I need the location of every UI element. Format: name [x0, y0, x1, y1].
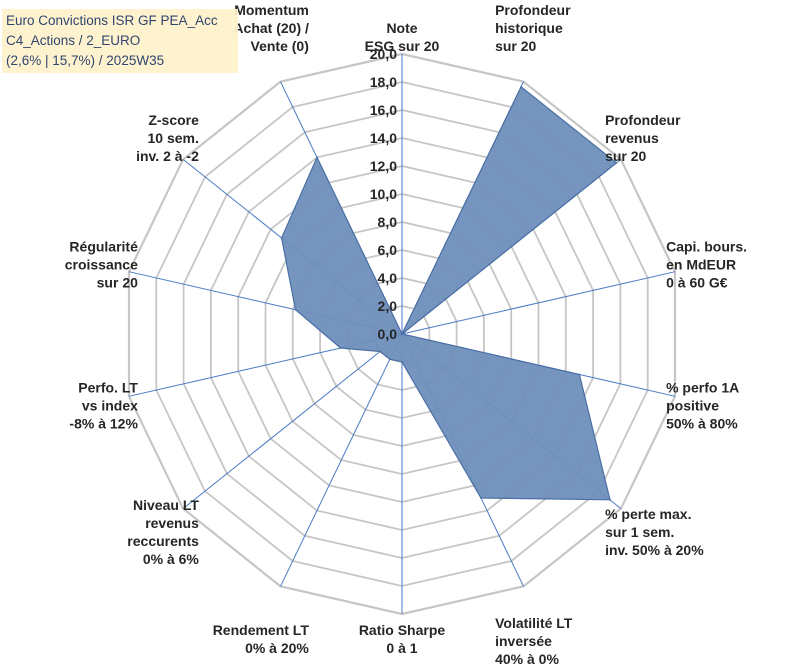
data-point: [379, 350, 381, 353]
axis-label-line: vs index: [82, 397, 138, 413]
axis-label-line: Achat (20) /: [233, 20, 309, 36]
axis-label: Volatilité LT inversée 40% à 0%: [495, 615, 573, 667]
radial-tick-label: 4,0: [378, 270, 398, 286]
data-point: [401, 333, 403, 335]
axis-label: Z-score 10 sem. inv. 2 à -2: [136, 112, 199, 164]
label-layer: Note ESG sur 20 Profondeur historique sur 20…: [65, 2, 747, 667]
axis-label-line: -8% à 12%: [69, 415, 138, 431]
radial-tick-label: 8,0: [378, 214, 398, 230]
axis-label: Rendement LT 0% à 20%: [213, 622, 310, 656]
axis-label: Note ESG sur 20: [365, 20, 440, 54]
radial-tick-label: 0,0: [378, 326, 398, 342]
axis-label-line: Z-score: [148, 112, 199, 128]
axis-label-line: Capi. bours.: [666, 239, 747, 255]
data-point: [401, 361, 403, 363]
axis-label-line: positive: [666, 397, 719, 413]
radial-tick-label: 18,0: [370, 74, 397, 90]
axis-label-line: 40% à 0%: [495, 651, 559, 667]
axis-label-line: Profondeur: [495, 2, 571, 18]
axis-label-line: Momentum: [234, 2, 309, 18]
data-point: [480, 497, 482, 499]
axis-label-line: 0% à 6%: [143, 551, 200, 567]
axis-label-line: Volatilité LT: [495, 615, 573, 631]
axis-label-line: 50% à 80%: [666, 415, 738, 431]
axis-label-line: inv. 50% à 20%: [605, 542, 704, 558]
radial-tick-label: 6,0: [378, 242, 398, 258]
axis-label-line: en MdEUR: [666, 257, 736, 273]
axis-label: Momentum Achat (20) / Vente (0): [233, 2, 309, 54]
series-layer: [280, 85, 618, 501]
radial-tick-label: 2,0: [378, 298, 398, 314]
data-point: [578, 373, 581, 376]
axis-label-line: revenus: [145, 515, 199, 531]
data-point: [280, 237, 283, 239]
axis-label-line: 10 sem.: [148, 130, 199, 146]
axis-spoke: [182, 333, 403, 509]
data-point: [294, 308, 297, 311]
axis-label-line: sur 1 sem.: [605, 524, 674, 540]
axis-label-line: 0 à 60 G€: [666, 275, 728, 291]
axis-label: Profondeur revenus sur 20: [605, 112, 681, 164]
axis-label-line: ESG sur 20: [365, 38, 440, 54]
radial-tick-label: 12,0: [370, 158, 397, 174]
axis-label-line: historique: [495, 20, 563, 36]
axis-label: Perfo. LT vs index -8% à 12%: [69, 379, 138, 431]
axis-label-line: Régularité: [69, 239, 138, 255]
axis-label-line: % perte max.: [605, 506, 691, 522]
axis-label-line: Ratio Sharpe: [359, 622, 446, 638]
tick-layer: 0,0 2,0 4,0 6,0 8,0 10,0 12,0 14,0 16,0 18,0 20,0: [370, 46, 397, 342]
axis-label-line: 0 à 1: [386, 640, 417, 656]
axis-label-line: sur 20: [97, 275, 138, 291]
radial-tick-label: 10,0: [370, 186, 397, 202]
axis-label-line: inversée: [495, 633, 552, 649]
title-line-fund: Euro Convictions ISR GF PEA_Acc: [6, 13, 218, 28]
data-point: [339, 347, 342, 349]
axis-label: Profondeur historique sur 20: [495, 2, 571, 54]
radial-tick-label: 16,0: [370, 102, 397, 118]
data-point: [520, 85, 522, 88]
axis-label: % perte max. sur 1 sem. inv. 50% à 20%: [605, 506, 704, 558]
axis-label-line: inv. 2 à -2: [136, 148, 199, 164]
axis-label-line: 0% à 20%: [245, 640, 309, 656]
axis-label-line: Vente (0): [251, 38, 309, 54]
chart-title: Euro Convictions ISR GF PEA_Acc C4_Actio…: [2, 9, 238, 73]
axis-label-line: Profondeur: [605, 112, 681, 128]
radial-tick-label: 20,0: [370, 46, 397, 62]
data-point: [609, 498, 611, 501]
axis-label: Ratio Sharpe 0 à 1: [359, 622, 446, 656]
axis-label-line: croissance: [65, 257, 138, 273]
title-line-stats: (2,6% | 15,7%) / 2025W35: [6, 53, 165, 68]
axis-spoke: [280, 333, 403, 587]
axis-label-line: Rendement LT: [213, 622, 310, 638]
radial-tick-label: 14,0: [370, 130, 397, 146]
axis-label-line: reccurents: [127, 533, 199, 549]
axis-label-line: % perfo 1A: [666, 379, 739, 395]
axis-label-line: Niveau LT: [133, 497, 199, 513]
data-point: [615, 162, 618, 164]
axis-label-line: sur 20: [495, 38, 536, 54]
data-point: [389, 358, 391, 361]
axis-label-line: sur 20: [605, 148, 646, 164]
axis-label-line: Perfo. LT: [78, 379, 138, 395]
title-line-category: C4_Actions / 2_EURO: [6, 33, 141, 48]
axis-spoke: [401, 271, 676, 335]
axis-label: Niveau LT revenus reccurents 0% à 6%: [127, 497, 199, 567]
axis-label: Capi. bours. en MdEUR 0 à 60 G€: [666, 239, 747, 291]
axis-label-line: Note: [386, 20, 417, 36]
data-point: [316, 156, 318, 159]
axis-label-line: revenus: [605, 130, 659, 146]
axis-label: % perfo 1A positive 50% à 80%: [666, 379, 739, 431]
axis-label: Régularité croissance sur 20: [65, 239, 138, 291]
